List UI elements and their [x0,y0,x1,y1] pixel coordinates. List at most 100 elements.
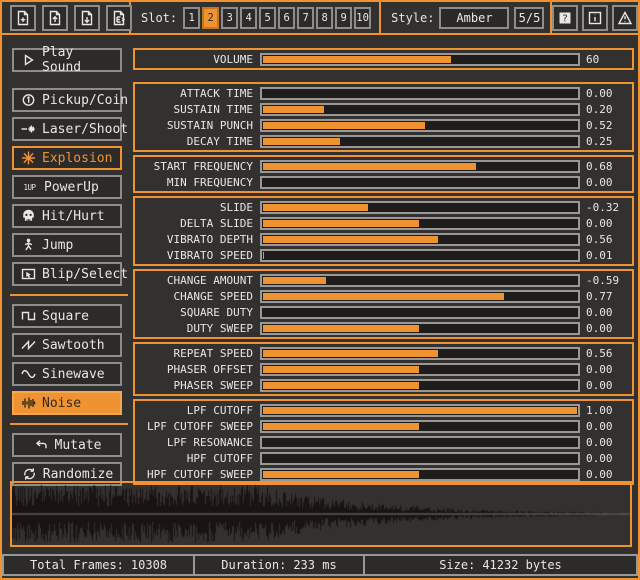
hpf-cutoff-slider[interactable] [260,451,580,465]
param-row: HPF CUTOFF 0.00 [135,450,622,466]
param-row: ATTACK TIME 0.00 [135,85,622,101]
slot-button-4[interactable]: 4 [240,6,258,29]
style-label: Style: [391,10,435,25]
param-label: LPF CUTOFF [186,403,253,417]
min-frequency-slider[interactable] [260,175,580,189]
mutate-icon [33,437,50,453]
param-row: PHASER SWEEP 0.00 [135,377,622,393]
lpf-resonance-slider[interactable] [260,435,580,449]
param-row: CHANGE AMOUNT -0.59 [135,272,622,288]
param-value: 0.00 [586,175,613,189]
duty-sweep-slider[interactable] [260,321,580,335]
change-speed-slider[interactable] [260,289,580,303]
slide-slider[interactable] [260,200,580,214]
play-icon [20,52,37,68]
param-label: SQUARE DUTY [180,305,253,319]
style-page-button[interactable]: 5/5 [514,6,545,29]
generator-powerup[interactable]: 1UP PowerUp [12,175,122,199]
file-arrow-up-button[interactable] [42,4,68,31]
waveform-noise[interactable]: Noise [12,391,122,415]
param-label: CHANGE AMOUNT [166,273,253,287]
generator-hit-hurt[interactable]: Hit/Hurt [12,204,122,228]
slot-button-10[interactable]: 10 [354,6,372,29]
play-sound-button[interactable]: Play Sound [12,45,122,75]
param-value: 0.56 [586,346,613,360]
button-label: Mutate [54,437,102,453]
waveform-square[interactable]: Square [12,304,122,328]
hpf-cutoff-sweep-slider[interactable] [260,467,580,481]
slot-button-7[interactable]: 7 [297,6,315,29]
vibrato-speed-slider[interactable] [260,248,580,262]
sidebar-divider [10,294,128,296]
change-amount-slider[interactable] [260,273,580,287]
status-value: 233 ms [293,558,337,572]
style-section: Style: Amber 5/5 [381,2,553,33]
status-value: 10308 [130,558,168,572]
param-value: 0.00 [586,467,613,481]
lpf-cutoff-slider[interactable] [260,403,580,417]
slot-button-9[interactable]: 9 [335,6,353,29]
slot-button-3[interactable]: 3 [221,6,239,29]
param-value: 0.68 [586,159,613,173]
attack-time-slider[interactable] [260,86,580,100]
phaser-sweep-slider[interactable] [260,378,580,392]
generator-explosion[interactable]: Explosion [12,146,122,170]
slot-button-6[interactable]: 6 [278,6,296,29]
style-dropdown[interactable]: Amber [439,6,510,29]
phaser-offset-slider[interactable] [260,362,580,376]
param-label: VIBRATO DEPTH [166,232,253,246]
slot-button-group: 1 2 3 4 5 6 7 8 9 10 [183,6,372,29]
param-label: HPF CUTOFF [186,451,253,465]
param-value: 0.00 [586,435,613,449]
file-plus-button[interactable] [10,4,36,31]
file-arrow-down-button[interactable] [74,4,100,31]
sustain-punch-slider[interactable] [260,118,580,132]
lpf-cutoff-sweep-slider[interactable] [260,419,580,433]
help-button[interactable] [552,4,579,31]
slider-fill [263,470,419,478]
waveform-sinewave[interactable]: Sinewave [12,362,122,386]
param-row: PHASER OFFSET 0.00 [135,361,622,377]
param-value: 0.00 [586,321,613,335]
slider-fill [263,162,476,170]
slider-fill [263,219,419,227]
mutate-button[interactable]: Mutate [12,433,122,457]
param-value: 0.00 [586,362,613,376]
button-label: PowerUp [44,179,99,195]
repeat-speed-slider[interactable] [260,346,580,360]
slot-button-5[interactable]: 5 [259,6,277,29]
decay-time-slider[interactable] [260,134,580,148]
file-export-button[interactable] [106,4,132,31]
slider-fill [263,235,438,243]
slot-button-8[interactable]: 8 [316,6,334,29]
warning-button[interactable] [612,4,638,31]
generator-jump[interactable]: Jump [12,233,122,257]
param-value: 0.56 [586,232,613,246]
param-row: VIBRATO DEPTH 0.56 [135,231,622,247]
param-label: VIBRATO SPEED [166,248,253,262]
param-value: -0.59 [586,273,620,287]
slot-button-2[interactable]: 2 [202,6,220,29]
play-sound-label: Play Sound [42,45,82,75]
randomize-icon [21,466,38,482]
vibrato-depth-slider[interactable] [260,232,580,246]
volume-slider[interactable] [260,52,580,66]
square-duty-slider[interactable] [260,305,580,319]
meta-button-group [552,2,638,33]
generator-laser-shoot[interactable]: Laser/Shoot [12,117,128,141]
info-button[interactable] [582,4,609,31]
generator-pickup-coin[interactable]: Pickup/Coin [12,88,128,112]
param-value: 60 [586,52,600,66]
slot-label: Slot: [141,10,178,25]
start-frequency-slider[interactable] [260,159,580,173]
sustain-time-slider[interactable] [260,102,580,116]
square-wave-icon [20,308,37,324]
slider-fill [263,365,419,373]
param-value: 0.00 [586,378,613,392]
slider-fill [263,349,438,357]
slot-button-1[interactable]: 1 [183,6,201,29]
delta-slide-slider[interactable] [260,216,580,230]
oneup-icon: 1UP [23,182,36,192]
generator-blip-select[interactable]: Blip/Select [12,262,128,286]
waveform-sawtooth[interactable]: Sawtooth [12,333,122,357]
